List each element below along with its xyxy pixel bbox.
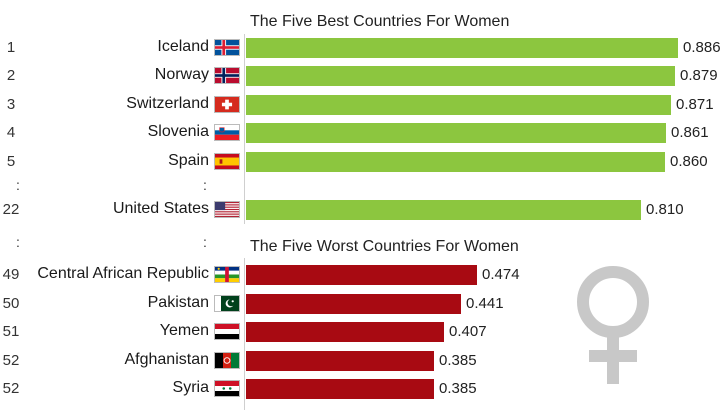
data-label: 0.861 — [671, 124, 709, 141]
data-label: 0.860 — [670, 153, 708, 170]
bar — [246, 294, 461, 314]
bar — [246, 66, 675, 86]
switzerland-flag — [214, 96, 240, 113]
country-ellipsis: : — [203, 177, 207, 193]
country-label: Central African Republic — [37, 265, 209, 282]
bar — [246, 38, 678, 58]
rank-label: 51 — [2, 323, 20, 340]
usa-flag — [214, 201, 240, 218]
data-label: 0.385 — [439, 380, 477, 397]
rank-label: 22 — [2, 201, 20, 218]
country-label: Syria — [172, 379, 209, 396]
data-label: 0.474 — [482, 266, 520, 283]
rank-label: 2 — [6, 67, 16, 84]
rank-label: 52 — [2, 352, 20, 369]
bar — [246, 152, 665, 172]
country-label: Norway — [154, 66, 209, 83]
rank-label: 1 — [6, 39, 16, 56]
bar — [246, 379, 434, 399]
rank-label: 5 — [6, 153, 16, 170]
bar — [246, 351, 434, 371]
bar — [246, 322, 444, 342]
rank-label: 49 — [2, 266, 20, 283]
bar — [246, 265, 477, 285]
data-label: 0.871 — [676, 96, 714, 113]
central-african-republic-flag — [214, 266, 240, 283]
country-label: Pakistan — [147, 294, 209, 311]
pakistan-flag — [214, 295, 240, 312]
best-section-title: The Five Best Countries For Women — [250, 13, 510, 30]
spain-flag — [214, 153, 240, 170]
bar — [246, 200, 641, 220]
data-label: 0.385 — [439, 352, 477, 369]
worst-section-title: The Five Worst Countries For Women — [250, 238, 519, 255]
country-ellipsis: : — [203, 234, 207, 250]
rank-label: 52 — [2, 380, 20, 397]
rank-label: 3 — [6, 96, 16, 113]
axis-line-worst — [244, 258, 245, 410]
norway-flag — [214, 67, 240, 84]
data-label: 0.886 — [683, 39, 721, 56]
data-label: 0.879 — [680, 67, 718, 84]
afghanistan-flag — [214, 352, 240, 369]
yemen-flag — [214, 323, 240, 340]
country-label: Switzerland — [126, 95, 209, 112]
data-label: 0.810 — [646, 201, 684, 218]
rank-ellipsis: : — [16, 177, 20, 193]
slovenia-flag — [214, 124, 240, 141]
rank-label: 50 — [2, 295, 20, 312]
country-label: Yemen — [159, 322, 209, 339]
bar — [246, 123, 666, 143]
country-label: Slovenia — [147, 123, 209, 140]
axis-line-best — [244, 34, 245, 224]
female-symbol-icon — [577, 266, 649, 384]
rank-ellipsis: : — [16, 234, 20, 250]
country-label: Iceland — [157, 38, 209, 55]
data-label: 0.407 — [449, 323, 487, 340]
syria-flag — [214, 380, 240, 397]
country-label: Afghanistan — [124, 351, 209, 368]
country-label: United States — [112, 200, 209, 217]
data-label: 0.441 — [466, 295, 504, 312]
iceland-flag — [214, 39, 240, 56]
bar — [246, 95, 671, 115]
country-label: Spain — [168, 152, 209, 169]
rank-label: 4 — [6, 124, 16, 141]
